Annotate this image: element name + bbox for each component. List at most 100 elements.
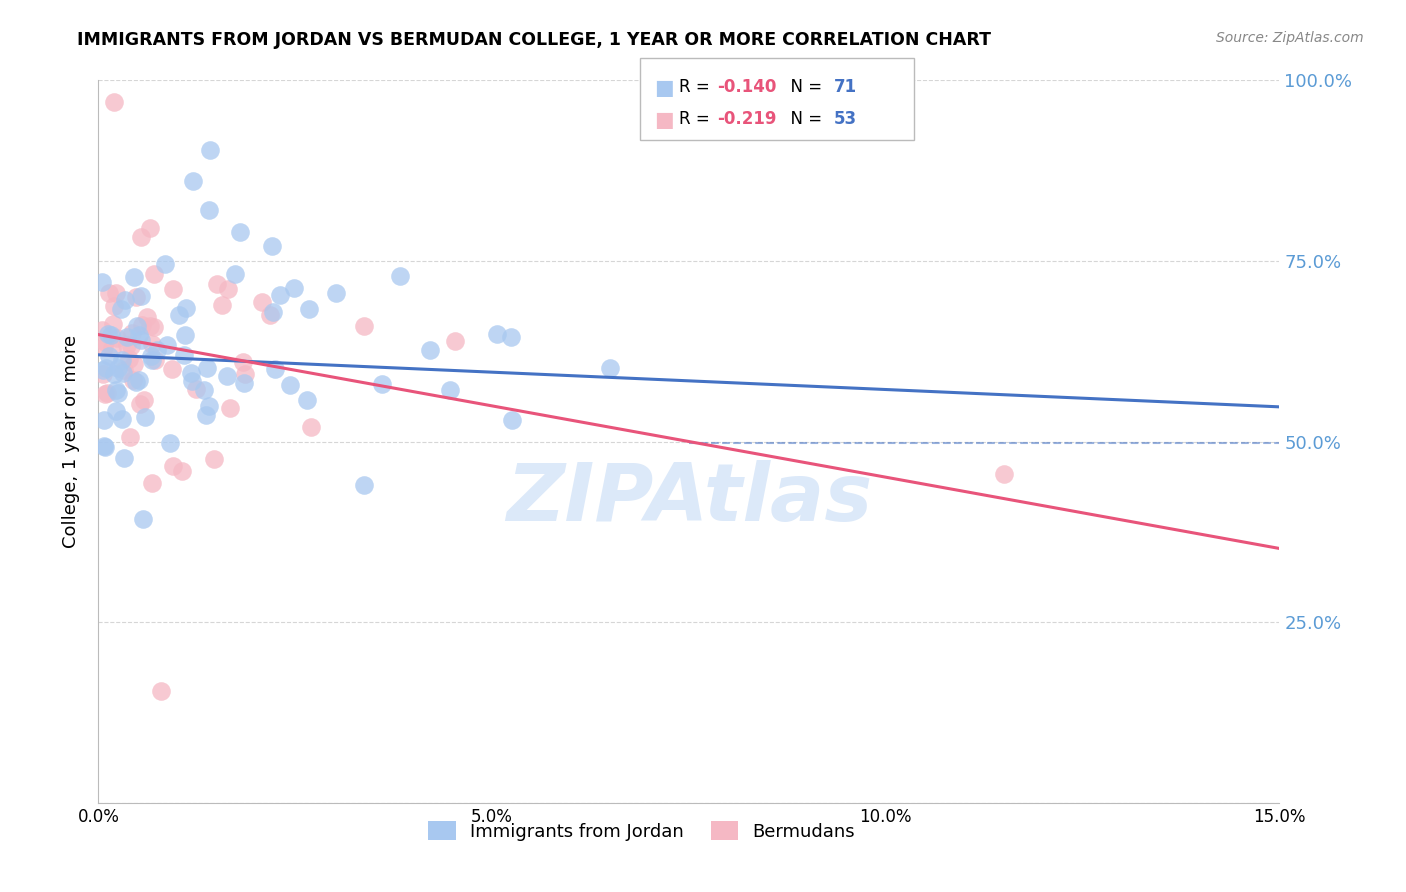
Point — [232, 355, 254, 369]
Text: Source: ZipAtlas.com: Source: ZipAtlas.com — [1216, 31, 1364, 45]
Point — [195, 361, 218, 376]
Text: R =: R = — [679, 78, 716, 95]
Point — [139, 349, 162, 363]
Point — [129, 289, 152, 303]
Text: -0.140: -0.140 — [717, 78, 776, 95]
Point — [96, 360, 118, 375]
Point — [122, 357, 145, 371]
Point — [156, 338, 179, 352]
Point — [122, 270, 145, 285]
Point — [131, 333, 153, 347]
Text: IMMIGRANTS FROM JORDAN VS BERMUDAN COLLEGE, 1 YEAR OR MORE CORRELATION CHART: IMMIGRANTS FROM JORDAN VS BERMUDAN COLLE… — [77, 31, 991, 49]
Text: ■: ■ — [654, 78, 673, 97]
Point — [100, 341, 122, 355]
Point — [262, 305, 284, 319]
Point — [444, 334, 467, 348]
Point — [107, 360, 129, 375]
Point — [295, 393, 318, 408]
Point — [174, 328, 197, 343]
Point — [105, 331, 128, 345]
Point — [141, 337, 163, 351]
Point — [159, 436, 181, 450]
Point — [111, 366, 134, 380]
Point — [233, 367, 256, 381]
Legend: Immigrants from Jordan, Bermudans: Immigrants from Jordan, Bermudans — [422, 814, 862, 848]
Point — [371, 377, 394, 392]
Point — [202, 452, 225, 467]
Point — [94, 386, 117, 401]
Point — [198, 143, 221, 157]
Y-axis label: College, 1 year or more: College, 1 year or more — [62, 335, 80, 548]
Point — [115, 330, 138, 344]
Point — [105, 404, 128, 418]
Point — [353, 318, 375, 333]
Point — [120, 339, 142, 353]
Point — [155, 257, 177, 271]
Point — [143, 352, 166, 367]
Point — [193, 383, 215, 397]
Point — [197, 203, 219, 218]
Point — [131, 511, 153, 525]
Point — [111, 352, 134, 367]
Point — [260, 239, 283, 253]
Point — [180, 366, 202, 380]
Point — [160, 361, 183, 376]
Point — [125, 375, 148, 389]
Text: ZIPAtlas: ZIPAtlas — [506, 460, 872, 539]
Point — [224, 267, 246, 281]
Point — [93, 335, 115, 350]
Point — [419, 343, 441, 357]
Point — [205, 277, 228, 292]
Point — [103, 95, 125, 109]
Point — [143, 267, 166, 281]
Point — [269, 288, 291, 302]
Point — [217, 282, 239, 296]
Point — [172, 465, 194, 479]
Point — [184, 382, 207, 396]
Point — [283, 281, 305, 295]
Point — [131, 318, 153, 333]
Point — [167, 308, 190, 322]
Point — [103, 300, 125, 314]
Point — [298, 301, 321, 316]
Point — [127, 319, 149, 334]
Point — [110, 302, 132, 317]
Point — [114, 293, 136, 307]
Point — [111, 411, 134, 425]
Point — [104, 285, 127, 300]
Point — [139, 220, 162, 235]
Point — [93, 439, 115, 453]
Point — [100, 328, 122, 343]
Point — [121, 326, 143, 340]
Point — [141, 352, 163, 367]
Point — [128, 327, 150, 342]
Point — [218, 401, 240, 415]
Point — [97, 326, 120, 341]
Text: ■: ■ — [654, 110, 673, 129]
Point — [98, 349, 121, 363]
Point — [150, 683, 173, 698]
Point — [174, 301, 197, 315]
Point — [105, 383, 128, 397]
Point — [599, 361, 621, 376]
Point — [353, 478, 375, 492]
Text: R =: R = — [679, 110, 716, 128]
Point — [103, 367, 125, 381]
Point — [134, 393, 156, 408]
Point — [139, 318, 162, 333]
Point — [211, 298, 233, 312]
Point — [128, 373, 150, 387]
Point — [181, 174, 204, 188]
Point — [232, 376, 254, 391]
Point — [439, 383, 461, 397]
Point — [250, 295, 273, 310]
Point — [112, 363, 135, 377]
Point — [195, 408, 218, 422]
Point — [98, 285, 121, 300]
Point — [91, 363, 114, 377]
Point — [135, 310, 157, 324]
Point — [122, 373, 145, 387]
Point — [125, 290, 148, 304]
Point — [91, 368, 114, 382]
Point — [299, 420, 322, 434]
